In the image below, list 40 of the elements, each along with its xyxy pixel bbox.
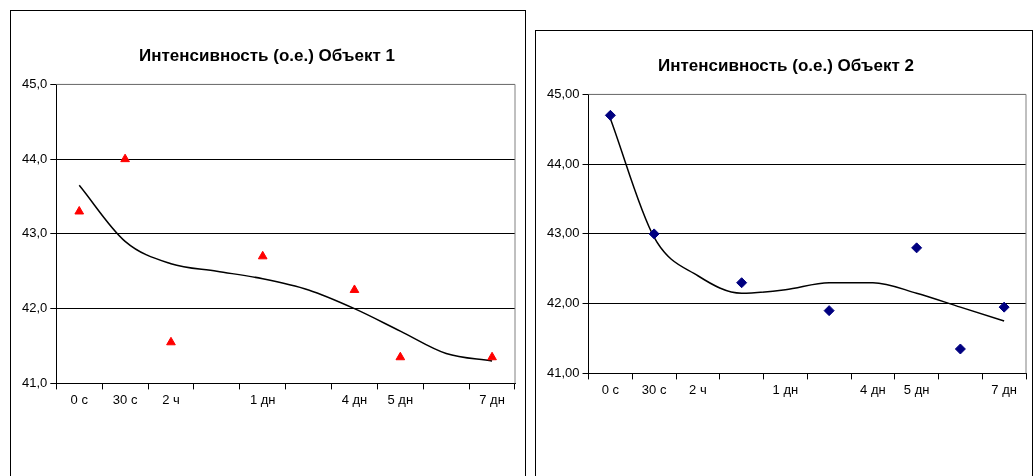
point [166, 336, 176, 346]
chart-title: Интенсивность (о.е.) Объект 2 [658, 55, 914, 75]
x-tick-label: 1 дн [249, 391, 276, 407]
x-tick-label: 0 с [601, 381, 620, 397]
y-tick-label: 41,0 [21, 374, 48, 390]
x-tick-label: 30 с [641, 381, 667, 397]
chart-title: Интенсивность (о.е.) Объект 1 [139, 45, 395, 65]
x-tick-label: 0 с [70, 391, 89, 407]
point [487, 351, 497, 361]
y-tick-label: 45,00 [546, 85, 580, 101]
y-tick-label: 44,0 [21, 150, 48, 166]
y-tick-label: 44,00 [546, 155, 580, 171]
y-tick-label: 41,00 [546, 364, 580, 380]
point [823, 305, 835, 317]
point [257, 250, 268, 260]
point [954, 343, 966, 355]
x-tick-label: 7 дн [479, 391, 505, 407]
y-tick-label: 45,0 [21, 75, 48, 91]
x-tick-label: 5 дн [903, 381, 930, 397]
point [998, 301, 1010, 313]
point [648, 228, 660, 240]
x-tick-label: 4 дн [341, 391, 368, 407]
x-tick-label: 1 дн [772, 381, 799, 397]
point [395, 351, 406, 361]
x-tick-label: 2 ч [162, 391, 180, 407]
point [349, 284, 360, 293]
x-tick-label: 5 дн [387, 391, 414, 407]
x-tick-label: 2 ч [689, 381, 707, 397]
point [911, 242, 923, 254]
point [74, 205, 85, 215]
y-tick-label: 42,0 [21, 300, 48, 316]
x-tick-label: 7 дн [991, 381, 1017, 397]
point [604, 109, 616, 121]
x-tick-label: 4 дн [860, 381, 886, 397]
x-tick-label: 30 с [112, 391, 138, 407]
point [120, 153, 130, 163]
y-tick-label: 43,0 [21, 225, 48, 241]
point [736, 277, 748, 289]
y-tick-label: 42,00 [546, 295, 580, 311]
y-tick-label: 43,00 [546, 225, 580, 241]
